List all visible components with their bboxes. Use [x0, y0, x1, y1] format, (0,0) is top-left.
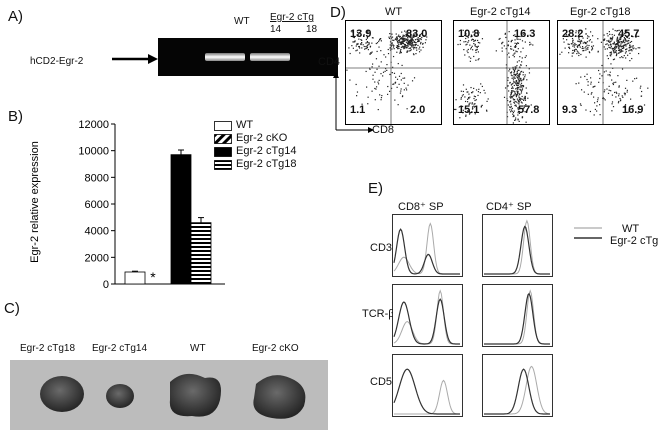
lane-label-18: 18 [306, 24, 318, 35]
arrow-right-icon [112, 54, 158, 64]
lane-label-14: 14 [270, 24, 282, 35]
y-tick-label: 4000 [85, 226, 109, 238]
y-tick-label: 0 [103, 279, 109, 291]
legend-swatch [214, 121, 232, 131]
facs-title-2: Egr-2 cTg14 [470, 6, 531, 18]
histogram-2-2 [482, 284, 553, 347]
hist-row-label-3: CD5 [370, 376, 393, 388]
tg-trace [393, 228, 460, 275]
hist-col-title-1: CD8⁺ SP [398, 201, 444, 213]
legend-tg: Egr-2 cTg [610, 235, 659, 247]
bar-chart: 0 2000 4000 6000 8000 10000 12000 * Egr-2 rela… [29, 119, 225, 291]
panel-e-label: E) [368, 180, 383, 197]
wt-trace [394, 379, 460, 415]
y-tick-label: 8000 [85, 172, 109, 184]
panel-d-label: D) [330, 4, 346, 21]
legend-label: Egr-2 cTg14 [236, 145, 297, 157]
hist-row-label-1: CD3 [370, 242, 393, 254]
panel-c-label: C) [4, 300, 20, 317]
axis-arrows [333, 72, 374, 133]
tg-trace [393, 368, 460, 415]
facs-plot-2 [453, 20, 550, 125]
facs-plot-1 [345, 20, 442, 125]
bar-wt [124, 271, 146, 285]
panel-b-label: B) [8, 108, 23, 125]
histogram-2-1 [482, 214, 553, 277]
thymus-label-3: WT [190, 343, 206, 354]
cd4-axis-label: CD4 [318, 56, 341, 68]
legend-swatch [214, 147, 232, 157]
lane-label-wt: WT [234, 16, 250, 27]
hist-col-title-2: CD4⁺ SP [486, 201, 532, 213]
tg-trace [484, 368, 550, 415]
hist-row-label-2: TCR-β [362, 308, 395, 320]
y-tick-label: 10000 [78, 146, 109, 158]
quadrant-value-ur: 16.3 [514, 28, 536, 40]
legend-label: Egr-2 cTg18 [236, 158, 297, 170]
histogram-1-1 [392, 214, 463, 277]
bars: * [124, 149, 212, 285]
legend-swatch [214, 160, 232, 170]
histogram-grid [392, 214, 553, 417]
thymus-label-2: Egr-2 cTg14 [92, 343, 148, 354]
y-tick-label: 6000 [85, 199, 109, 211]
legend-label: Egr-2 cKO [236, 132, 288, 144]
tg-trace [393, 298, 460, 345]
histogram-1-2 [392, 284, 463, 347]
y-tick-label: 2000 [85, 252, 109, 264]
y-tick-label: 12000 [78, 119, 109, 131]
facs-plot-3 [557, 20, 654, 125]
quadrant-value-lr: 16.9 [622, 104, 644, 116]
gel-image [158, 38, 338, 76]
legend-label: WT [236, 119, 254, 131]
quadrant-value-ul: 28.2 [562, 28, 584, 40]
y-axis-label: Egr-2 relative expression [29, 141, 41, 263]
band-label: hCD2-Egr-2 [30, 56, 84, 67]
facs-title-3: Egr-2 cTg18 [570, 6, 631, 18]
tg-trace [484, 292, 550, 345]
histogram-1-3 [392, 354, 463, 417]
tg-trace [484, 225, 550, 275]
thymus-label-4: Egr-2 cKO [252, 343, 299, 354]
bar-egr-2-ctg14 [170, 154, 192, 285]
quadrant-value-lr: 57.8 [518, 104, 540, 116]
legend-wt: WT [622, 223, 640, 235]
significance-star: * [150, 269, 156, 285]
lane-label-tg: Egr-2 cTg [270, 12, 314, 23]
bar-egr-2-ctg18 [190, 222, 212, 285]
facs-title-1: WT [385, 6, 403, 18]
legend-swatch [214, 134, 232, 144]
quadrant-value-ll: 9.3 [562, 104, 578, 116]
quadrant-value-ul: 10.8 [458, 28, 480, 40]
y-axis: 0 2000 4000 6000 8000 10000 12000 [78, 119, 225, 291]
quadrant-value-ul: 13.9 [350, 28, 372, 40]
quadrant-value-ll: 15.1 [458, 104, 480, 116]
facs-plots [345, 20, 654, 125]
quadrant-value-ur: 83.0 [406, 28, 428, 40]
quadrant-value-lr: 2.0 [410, 104, 426, 116]
legend-lines [574, 227, 602, 239]
thymus-label-1: Egr-2 cTg18 [20, 343, 76, 354]
cd8-axis-label: CD8 [372, 124, 395, 136]
quadrant-value-ll: 1.1 [350, 104, 366, 116]
quadrant-value-ur: 45.7 [618, 28, 640, 40]
histogram-2-3 [482, 354, 553, 417]
panel-a-label: A) [8, 8, 23, 25]
thymus-photo [10, 360, 328, 430]
